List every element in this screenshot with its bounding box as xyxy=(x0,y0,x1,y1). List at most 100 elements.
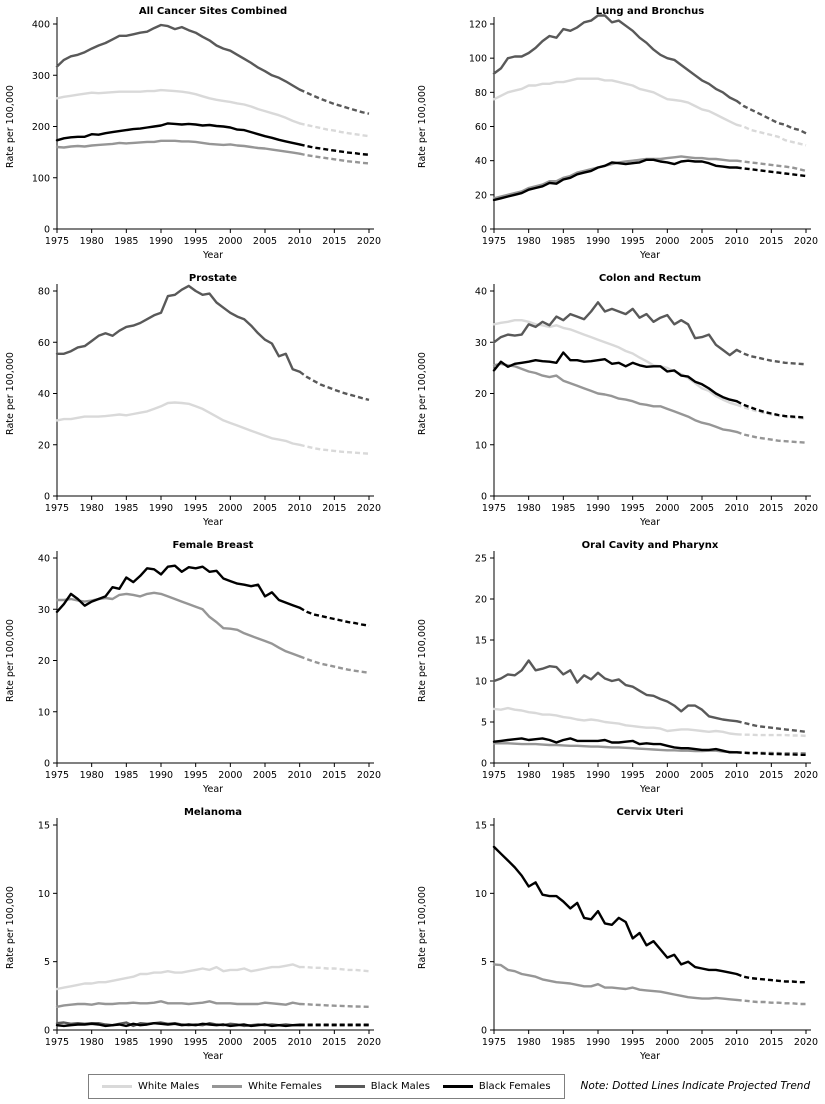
legend-item-black_males: Black Males xyxy=(334,1081,430,1092)
legend-swatch-black_females xyxy=(442,1084,473,1088)
x-tick-label: 2020 xyxy=(357,770,381,781)
series-line-white_females-projected xyxy=(736,998,806,1006)
chart-title: Oral Cavity and Pharynx xyxy=(582,540,719,551)
x-tick-label: 2015 xyxy=(759,1037,783,1048)
x-axis-label: Year xyxy=(639,250,660,261)
series-line-black_males xyxy=(492,301,738,357)
chart-plot-oral-cavity-and-pharynx: 0 5 10 15 20 25 1975 1980 1985 1990 1995 2000 2005 20… xyxy=(417,540,818,795)
x-tick-label: 2005 xyxy=(253,503,277,514)
chart-lung-and-bronchus: 0 20 40 60 80 100 120 1975 1980 1985 1990 1995 2000 2… xyxy=(412,0,825,267)
x-tick-label: 2005 xyxy=(253,1037,277,1048)
charts-grid: 0 100 200 300 400 1975 1980 1985 1990 1995 2000 200… xyxy=(0,0,825,1068)
series-line-white_males-projected xyxy=(299,122,370,138)
series-line-white_males xyxy=(492,319,738,406)
y-tick-label: 0 xyxy=(44,225,50,236)
y-tick-label: 0 xyxy=(481,759,487,770)
y-tick-label: 80 xyxy=(38,287,50,298)
legend-label: Black Females xyxy=(478,1080,551,1092)
y-tick-label: 80 xyxy=(475,88,487,99)
series-line-white_females-projected xyxy=(299,1002,370,1008)
x-axis-label: Year xyxy=(202,1051,223,1062)
y-tick-label: 60 xyxy=(475,122,487,133)
y-tick-label: 0 xyxy=(44,759,50,770)
y-tick-label: 30 xyxy=(475,338,487,349)
x-axis-label: Year xyxy=(202,250,223,261)
x-tick-label: 1975 xyxy=(482,503,506,514)
x-tick-label: 1985 xyxy=(551,1037,575,1048)
x-tick-label: 1980 xyxy=(80,770,104,781)
y-tick-label: 0 xyxy=(44,492,50,503)
chart-melanoma: 0 5 10 15 1975 1980 1985 1990 1995 2000 2005 2010 20… xyxy=(0,801,412,1068)
series-line-white_females-projected xyxy=(736,159,807,173)
chart-plot-melanoma: 0 5 10 15 1975 1980 1985 1990 1995 2000 2005 2010 20… xyxy=(5,807,381,1062)
chart-prostate: 0 20 40 60 80 1975 1980 1985 1990 1995 2000 2005 201… xyxy=(0,267,412,534)
x-tick-label: 1995 xyxy=(184,503,208,514)
x-tick-label: 1990 xyxy=(586,1037,610,1048)
x-tick-label: 2000 xyxy=(218,236,242,247)
x-tick-label: 2000 xyxy=(655,503,679,514)
series-line-white_males xyxy=(492,706,738,736)
y-axis-label: Rate per 100,000 xyxy=(5,85,16,168)
y-axis-label: Rate per 100,000 xyxy=(417,352,428,435)
x-tick-label: 1995 xyxy=(184,1037,208,1048)
y-tick-label: 120 xyxy=(469,20,487,31)
x-tick-label: 2000 xyxy=(218,1037,242,1048)
x-tick-label: 2020 xyxy=(794,236,818,247)
chart-plot-cervix-uteri: 0 5 10 15 1975 1980 1985 1990 1995 2000 2005 2010 20… xyxy=(417,807,818,1062)
chart-title: Lung and Bronchus xyxy=(596,6,704,17)
series-line-white_females xyxy=(55,1000,301,1008)
chart-oral-cavity-and-pharynx: 0 5 10 15 20 25 1975 1980 1985 1990 1995 2000 2005 20… xyxy=(412,534,825,801)
x-axis-label: Year xyxy=(202,517,223,528)
x-tick-label: 1990 xyxy=(149,770,173,781)
series-line-white_females-projected xyxy=(736,430,807,444)
series-line-white_females-projected xyxy=(299,152,370,165)
x-tick-label: 1985 xyxy=(114,503,138,514)
legend-item-white_males: White Males xyxy=(102,1081,199,1092)
x-tick-label: 1985 xyxy=(551,503,575,514)
chart-title: Melanoma xyxy=(184,807,242,818)
series-line-black_females-projected xyxy=(736,166,807,178)
x-tick-label: 1975 xyxy=(45,770,69,781)
x-tick-label: 1980 xyxy=(80,1037,104,1048)
x-tick-label: 2010 xyxy=(725,236,749,247)
x-tick-label: 1975 xyxy=(482,1037,506,1048)
x-tick-label: 1990 xyxy=(149,1037,173,1048)
chart-title: Female Breast xyxy=(173,540,254,551)
x-tick-label: 2010 xyxy=(288,503,312,514)
y-tick-label: 0 xyxy=(481,492,487,503)
x-tick-label: 2015 xyxy=(322,770,346,781)
x-tick-label: 2010 xyxy=(725,1037,749,1048)
x-tick-label: 1985 xyxy=(551,770,575,781)
x-tick-label: 1990 xyxy=(586,503,610,514)
x-axis-label: Year xyxy=(639,517,660,528)
y-tick-label: 40 xyxy=(475,287,487,298)
legend-swatch-white_females xyxy=(212,1084,243,1088)
x-tick-label: 1990 xyxy=(586,236,610,247)
x-tick-label: 1985 xyxy=(114,236,138,247)
x-tick-label: 2015 xyxy=(759,503,783,514)
series-line-black_males-projected xyxy=(736,720,807,733)
series-line-black_males-projected xyxy=(298,370,370,402)
figure-footer: White Males White Females Black Males Black… xyxy=(0,1068,825,1104)
y-tick-label: 40 xyxy=(38,554,50,565)
series-line-black_females xyxy=(492,158,738,202)
y-tick-label: 30 xyxy=(38,605,50,616)
series-line-black_males-projected xyxy=(299,88,370,115)
y-tick-label: 40 xyxy=(475,156,487,167)
x-tick-label: 1980 xyxy=(517,1037,541,1048)
x-tick-label: 1975 xyxy=(482,236,506,247)
series-line-white_females xyxy=(492,963,738,1002)
y-tick-label: 20 xyxy=(38,656,50,667)
series-line-white_males xyxy=(55,401,301,446)
y-tick-label: 25 xyxy=(475,554,487,565)
y-tick-label: 0 xyxy=(481,1026,487,1037)
x-tick-label: 2005 xyxy=(690,770,714,781)
x-tick-label: 2005 xyxy=(690,503,714,514)
chart-title: Colon and Rectum xyxy=(599,273,701,284)
x-tick-label: 2015 xyxy=(759,236,783,247)
series-line-white_females-projected xyxy=(299,655,370,674)
y-axis-label: Rate per 100,000 xyxy=(417,886,428,969)
y-axis-label: Rate per 100,000 xyxy=(5,886,16,969)
x-tick-label: 1975 xyxy=(45,503,69,514)
x-tick-label: 1980 xyxy=(80,236,104,247)
